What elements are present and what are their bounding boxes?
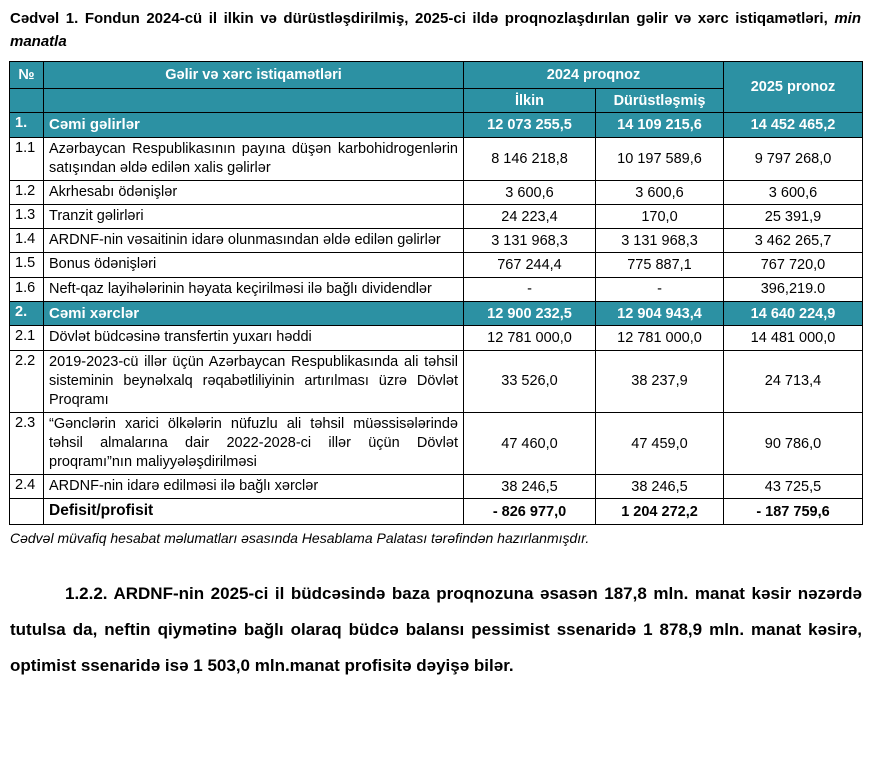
table-row: 1.2 Akrhesabı ödənişlər 3 600,6 3 600,6 3 60… bbox=[9, 180, 863, 206]
document-page: Cədvəl 1. Fondun 2024-cü il ilkin və dür… bbox=[9, 8, 863, 675]
value-2024-adjusted: 38 246,5 bbox=[595, 474, 724, 500]
table-row: 1.6 Neft-qaz layihələrinin həyata keçiril… bbox=[9, 276, 863, 302]
budget-table: № Gəlir və xərc istiqamətləri 2024 proqn… bbox=[9, 61, 863, 525]
header-number-spacer bbox=[9, 88, 44, 113]
value-2025: 25 391,9 bbox=[723, 204, 863, 230]
value-2024-initial: 33 526,0 bbox=[463, 349, 596, 413]
value-2024-adjusted: 170,0 bbox=[595, 204, 724, 230]
value-2024-initial: 767 244,4 bbox=[463, 252, 596, 278]
table-row: 2.1 Dövlət büdcəsinə transfertin yuxarı h… bbox=[9, 325, 863, 351]
table-row: 2.2 2019-2023-cü illər üçün Azərbaycan Re… bbox=[9, 349, 863, 413]
table-row: 2. Cəmi xərclər 12 900 232,5 12 904 943,4 14… bbox=[9, 300, 863, 327]
value-2025: 767 720,0 bbox=[723, 252, 863, 278]
table-caption: Cədvəl 1. Fondun 2024-cü il ilkin və dür… bbox=[10, 8, 861, 53]
value-2025: 14 481 000,0 bbox=[723, 325, 863, 351]
value-2024-initial: 12 781 000,0 bbox=[463, 325, 596, 351]
table-row: 1. Cəmi gəlirlər 12 073 255,5 14 109 215,6 1… bbox=[9, 112, 863, 138]
value-2024-initial: 38 246,5 bbox=[463, 474, 596, 500]
value-2025: 3 600,6 bbox=[723, 180, 863, 206]
header-row-sub: İlkin Dürüstləşmiş bbox=[9, 88, 863, 113]
header-2025-forecast: 2025 pronoz bbox=[723, 61, 863, 113]
table-caption-label: Cədvəl 1. bbox=[10, 10, 79, 27]
row-number: 1.3 bbox=[9, 204, 44, 230]
value-2025: 396,219.0 bbox=[723, 276, 863, 302]
value-2025: 90 786,0 bbox=[723, 411, 863, 476]
row-number: 2.3 bbox=[9, 411, 44, 476]
row-label: Azərbaycan Respublikasının payına düşən … bbox=[43, 136, 464, 182]
row-number: 1.5 bbox=[9, 252, 44, 278]
row-label: Neft-qaz layihələrinin həyata keçirilməs… bbox=[43, 276, 464, 302]
row-number: 2. bbox=[9, 300, 44, 327]
row-number: 2.2 bbox=[9, 349, 44, 413]
row-number bbox=[9, 498, 44, 525]
row-label: 2019-2023-cü illər üçün Azərbaycan Respu… bbox=[43, 349, 464, 413]
value-2024-adjusted: 12 781 000,0 bbox=[595, 325, 724, 351]
header-direction-spacer bbox=[43, 88, 464, 113]
table-row: Defisit/profisit - 826 977,0 1 204 272,2- … bbox=[9, 498, 863, 525]
value-2025: 3 462 265,7 bbox=[723, 228, 863, 254]
table-source-footnote: Cədvəl müvafiq hesabat məlumatları əsası… bbox=[10, 529, 590, 546]
table-row: 2.4 ARDNF-nin idarə edilməsi ilə bağlı xə… bbox=[9, 474, 863, 500]
row-number: 2.1 bbox=[9, 325, 44, 351]
body-paragraph-1-2-2: 1.2.2. ARDNF-nin 2025-ci il büdcəsində b… bbox=[10, 583, 862, 675]
value-2025: 43 725,5 bbox=[723, 474, 863, 500]
budget-table-body: 1. Cəmi gəlirlər 12 073 255,5 14 109 215,6 1… bbox=[9, 112, 863, 525]
value-2024-adjusted: - bbox=[595, 276, 724, 302]
value-2024-initial: 24 223,4 bbox=[463, 204, 596, 230]
value-2024-adjusted: 47 459,0 bbox=[595, 411, 724, 476]
value-2024-adjusted: 1 204 272,2 bbox=[595, 498, 724, 525]
header-2024-adjusted: Dürüstləşmiş bbox=[595, 88, 724, 113]
header-2024-forecast: 2024 proqnoz bbox=[463, 61, 724, 89]
row-label: ARDNF-nin idarə edilməsi ilə bağlı xərcl… bbox=[43, 474, 464, 500]
header-2024-initial: İlkin bbox=[463, 88, 596, 113]
table-row: 1.1 Azərbaycan Respublikasının payına düş… bbox=[9, 136, 863, 182]
row-label: Akrhesabı ödənişlər bbox=[43, 180, 464, 206]
value-2024-initial: - bbox=[463, 276, 596, 302]
value-2024-initial: 12 900 232,5 bbox=[463, 300, 596, 327]
value-2024-initial: - 826 977,0 bbox=[463, 498, 596, 525]
budget-table-header: № Gəlir və xərc istiqamətləri 2024 proqn… bbox=[9, 61, 863, 113]
value-2024-adjusted: 38 237,9 bbox=[595, 349, 724, 413]
header-number: № bbox=[9, 61, 44, 89]
value-2024-adjusted: 3 600,6 bbox=[595, 180, 724, 206]
value-2024-initial: 47 460,0 bbox=[463, 411, 596, 476]
value-2025: 14 640 224,9 bbox=[723, 300, 863, 327]
row-label: Cəmi xərclər bbox=[43, 300, 464, 327]
value-2024-adjusted: 775 887,1 bbox=[595, 252, 724, 278]
row-label: ARDNF-nin vəsaitinin idarə olunmasından … bbox=[43, 228, 464, 254]
row-number: 1.1 bbox=[9, 136, 44, 182]
value-2025: 24 713,4 bbox=[723, 349, 863, 413]
row-number: 1.2 bbox=[9, 180, 44, 206]
table-row: 1.5 Bonus ödənişləri 767 244,4 775 887,1 767… bbox=[9, 252, 863, 278]
value-2024-adjusted: 10 197 589,6 bbox=[595, 136, 724, 182]
row-number: 1.6 bbox=[9, 276, 44, 302]
row-label: “Gənclərin xarici ölkələrin nüfuzlu ali … bbox=[43, 411, 464, 476]
value-2025: 14 452 465,2 bbox=[723, 112, 863, 138]
header-direction: Gəlir və xərc istiqamətləri bbox=[43, 61, 464, 89]
row-label: Cəmi gəlirlər bbox=[43, 112, 464, 138]
row-number: 1. bbox=[9, 112, 44, 138]
table-caption-unit: min manatla bbox=[10, 10, 862, 50]
value-2024-initial: 12 073 255,5 bbox=[463, 112, 596, 138]
row-label: Tranzit gəlirləri bbox=[43, 204, 464, 230]
value-2025: 9 797 268,0 bbox=[723, 136, 863, 182]
value-2024-adjusted: 14 109 215,6 bbox=[595, 112, 724, 138]
row-number: 1.4 bbox=[9, 228, 44, 254]
row-label: Defisit/profisit bbox=[43, 498, 464, 525]
value-2024-initial: 3 131 968,3 bbox=[463, 228, 596, 254]
header-row-top: № Gəlir və xərc istiqamətləri 2024 proqn… bbox=[9, 61, 863, 113]
row-number: 2.4 bbox=[9, 474, 44, 500]
value-2024-initial: 3 600,6 bbox=[463, 180, 596, 206]
row-label: Dövlət büdcəsinə transfertin yuxarı hədd… bbox=[43, 325, 464, 351]
table-caption-text: Fondun 2024-cü il ilkin və dürüstləşdiri… bbox=[84, 10, 828, 27]
table-row: 2.3 “Gənclərin xarici ölkələrin nüfuzlu a… bbox=[9, 411, 863, 476]
value-2025: - 187 759,6 bbox=[723, 498, 863, 525]
value-2024-initial: 8 146 218,8 bbox=[463, 136, 596, 182]
value-2024-adjusted: 12 904 943,4 bbox=[595, 300, 724, 327]
table-row: 1.4 ARDNF-nin vəsaitinin idarə olunmasınd… bbox=[9, 228, 863, 254]
row-label: Bonus ödənişləri bbox=[43, 252, 464, 278]
table-row: 1.3 Tranzit gəlirləri 24 223,4 170,0 25 391,… bbox=[9, 204, 863, 230]
value-2024-adjusted: 3 131 968,3 bbox=[595, 228, 724, 254]
